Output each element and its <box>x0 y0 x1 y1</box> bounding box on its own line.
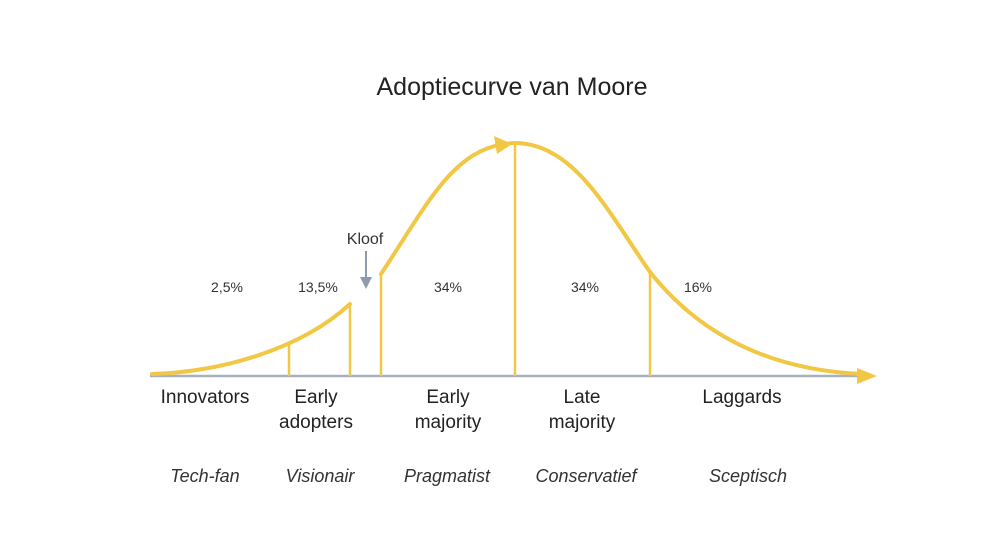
pct-innovators: 2,5% <box>211 279 243 295</box>
axis-arrowhead-right <box>857 368 877 384</box>
curve-right-segment <box>379 140 864 376</box>
segment-name-innovators: Innovators <box>161 387 250 408</box>
persona-laggards: Sceptisch <box>709 466 787 486</box>
chasm-label: Kloof <box>347 231 384 248</box>
curve-left-segment <box>150 302 352 376</box>
chasm-arrow-head <box>360 277 372 289</box>
persona-late-majority: Conservatief <box>535 466 638 486</box>
pct-early-majority: 34% <box>434 279 462 295</box>
segment-name-laggards: Laggards <box>702 387 781 408</box>
persona-innovators: Tech-fan <box>170 466 239 486</box>
segment-name-early-adopters-line2: adopters <box>279 412 353 433</box>
pct-laggards: 16% <box>684 279 712 295</box>
segment-name-early-adopters-line1: Early <box>294 387 338 408</box>
segment-name-early-majority-line1: Early <box>426 387 470 408</box>
persona-early-majority: Pragmatist <box>404 466 491 486</box>
diagram-title: Adoptiecurve van Moore <box>377 73 648 101</box>
pct-late-majority: 34% <box>571 279 599 295</box>
pct-early-adopters: 13,5% <box>298 279 338 295</box>
segment-name-late-majority-line2: majority <box>549 412 616 433</box>
curve-peak-arrowhead <box>494 136 512 154</box>
persona-early-adopters: Visionair <box>286 466 356 486</box>
segment-name-late-majority-line1: Late <box>564 387 601 408</box>
segment-name-early-majority-line2: majority <box>415 412 482 433</box>
